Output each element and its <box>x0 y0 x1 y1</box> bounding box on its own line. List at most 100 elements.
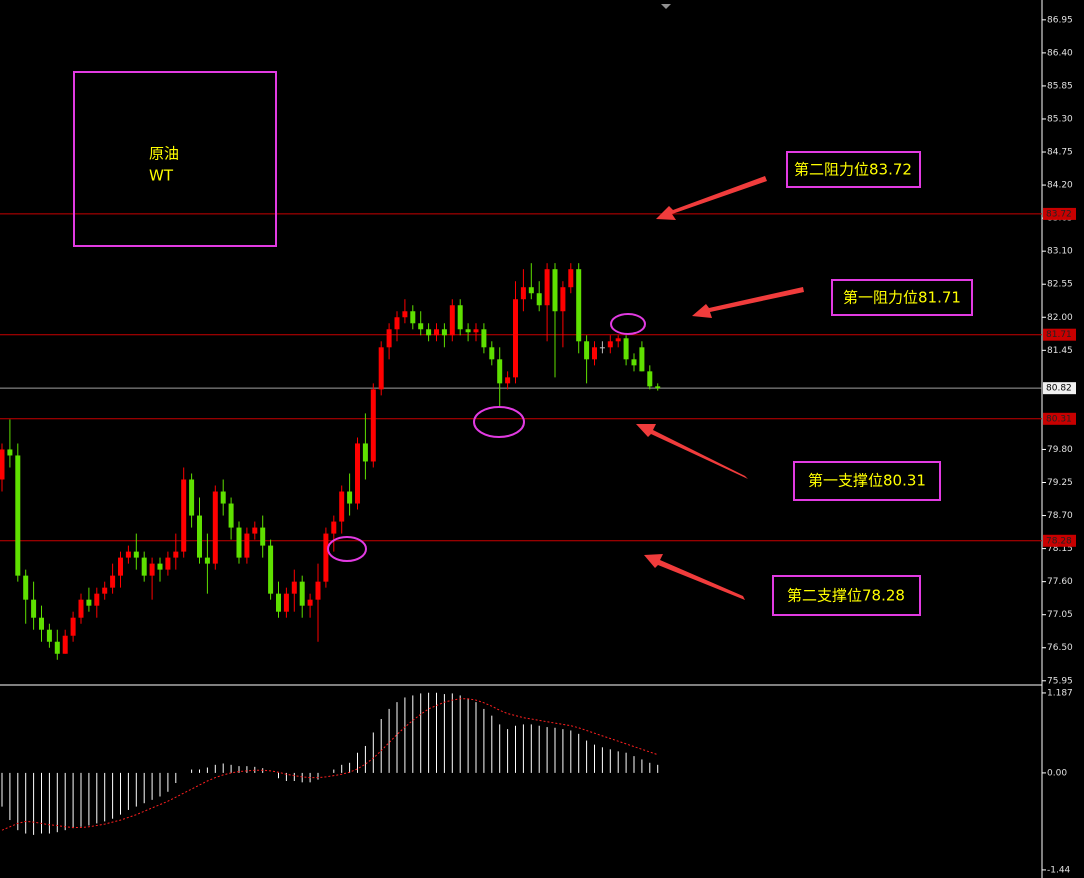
y-tick-label: 78.15 <box>1047 544 1073 554</box>
y-tick-label: 77.60 <box>1047 577 1073 587</box>
candle-body <box>386 329 392 348</box>
candle-body <box>70 617 76 636</box>
candle-body <box>197 515 202 558</box>
candle-body <box>212 491 218 564</box>
candle-body <box>323 533 329 582</box>
highlight-ellipse <box>610 313 646 335</box>
candle-body <box>181 479 187 552</box>
candle-body <box>31 599 37 618</box>
candle-body <box>481 329 487 348</box>
y-tick-label: 0.00 <box>1047 768 1067 778</box>
marks: 86.9586.4085.8585.3084.7584.2083.6583.10… <box>0 15 1076 875</box>
highlight-ellipse <box>327 536 367 562</box>
candle-body <box>520 287 526 300</box>
candle-body <box>268 545 274 594</box>
shift-marker <box>661 4 671 9</box>
candle-body <box>86 599 92 606</box>
annotation-box <box>786 151 921 188</box>
candle-body <box>125 551 131 558</box>
candle-body <box>149 563 155 576</box>
annotation-box <box>793 461 941 501</box>
candle-body <box>78 599 84 618</box>
candle-body <box>441 329 447 336</box>
candle-body <box>402 311 408 318</box>
candle-body <box>418 323 424 330</box>
candle-body <box>592 347 597 360</box>
candle-body <box>465 329 471 333</box>
candle-body <box>647 371 653 387</box>
candle-body <box>0 449 5 480</box>
candle-body <box>355 443 360 504</box>
price-tag <box>1043 534 1076 547</box>
price-tag <box>1043 412 1076 425</box>
annotation: 第二支撑位78.28 <box>787 587 905 605</box>
price-tag <box>1043 328 1076 341</box>
candle-body <box>315 581 321 600</box>
y-tick-label: 83.10 <box>1047 247 1073 257</box>
annotation: 第二阻力位83.72 <box>794 161 912 179</box>
candle-body <box>291 581 297 594</box>
candle-body <box>220 491 226 504</box>
candle-body <box>457 305 463 330</box>
candle-body <box>370 389 376 462</box>
candle-body <box>536 293 542 306</box>
candle-body <box>102 587 108 594</box>
annotation: 第一支撑位80.31 <box>808 472 926 490</box>
candle-body <box>94 593 100 606</box>
y-tick-label: 81.45 <box>1047 346 1073 356</box>
candle-body <box>141 557 147 576</box>
candle-body <box>110 575 116 588</box>
y-tick-label: -1.44 <box>1047 865 1071 875</box>
arrow <box>644 554 745 600</box>
candle-body <box>299 581 305 606</box>
candle-body <box>513 299 518 378</box>
candle-body <box>607 341 613 348</box>
candle-body <box>15 455 21 576</box>
symbol-label: 原油 <box>149 145 179 163</box>
candle-body <box>639 347 645 372</box>
y-tick-label: 76.50 <box>1047 643 1073 653</box>
y-tick-label: 75.95 <box>1047 676 1073 686</box>
annotation-box <box>772 575 921 616</box>
y-tick-label: 84.20 <box>1047 181 1073 191</box>
price-tag-label: 80.31 <box>1046 414 1072 424</box>
symbol-box <box>73 71 277 247</box>
candle-body <box>347 491 353 504</box>
arrow <box>656 176 767 220</box>
price-tag <box>1043 382 1076 395</box>
candle-body <box>236 527 242 558</box>
y-tick-label: 1.187 <box>1047 688 1073 698</box>
ellipses <box>327 313 646 562</box>
price-tag-label: 80.82 <box>1046 384 1072 394</box>
candle-body <box>331 521 337 534</box>
arrow <box>636 424 748 479</box>
y-tick-label: 85.85 <box>1047 81 1073 91</box>
candle-body <box>394 317 400 330</box>
candle-body <box>631 359 637 366</box>
candle-body <box>615 338 621 342</box>
candle-body <box>473 329 479 333</box>
candle-body <box>599 347 605 349</box>
y-tick-label: 82.55 <box>1047 280 1073 290</box>
annotation-box <box>831 279 973 316</box>
candle-body <box>204 557 210 564</box>
candle-body <box>489 347 495 360</box>
candle-body <box>46 629 52 642</box>
candle-body <box>362 443 368 462</box>
arrow <box>692 287 804 318</box>
y-tick-label: 79.25 <box>1047 478 1073 488</box>
candle-body <box>528 287 534 294</box>
signal-line <box>1 698 658 831</box>
candle-body <box>244 533 250 558</box>
candle-body <box>584 341 590 360</box>
candle-body <box>410 311 416 324</box>
candle-body <box>505 377 511 384</box>
candle-body <box>497 359 503 384</box>
candle-body <box>339 491 345 522</box>
price-tag-label: 83.72 <box>1046 209 1072 219</box>
candle-body <box>544 269 550 306</box>
highlight-ellipse <box>473 406 525 438</box>
y-tick-label: 85.30 <box>1047 114 1073 124</box>
